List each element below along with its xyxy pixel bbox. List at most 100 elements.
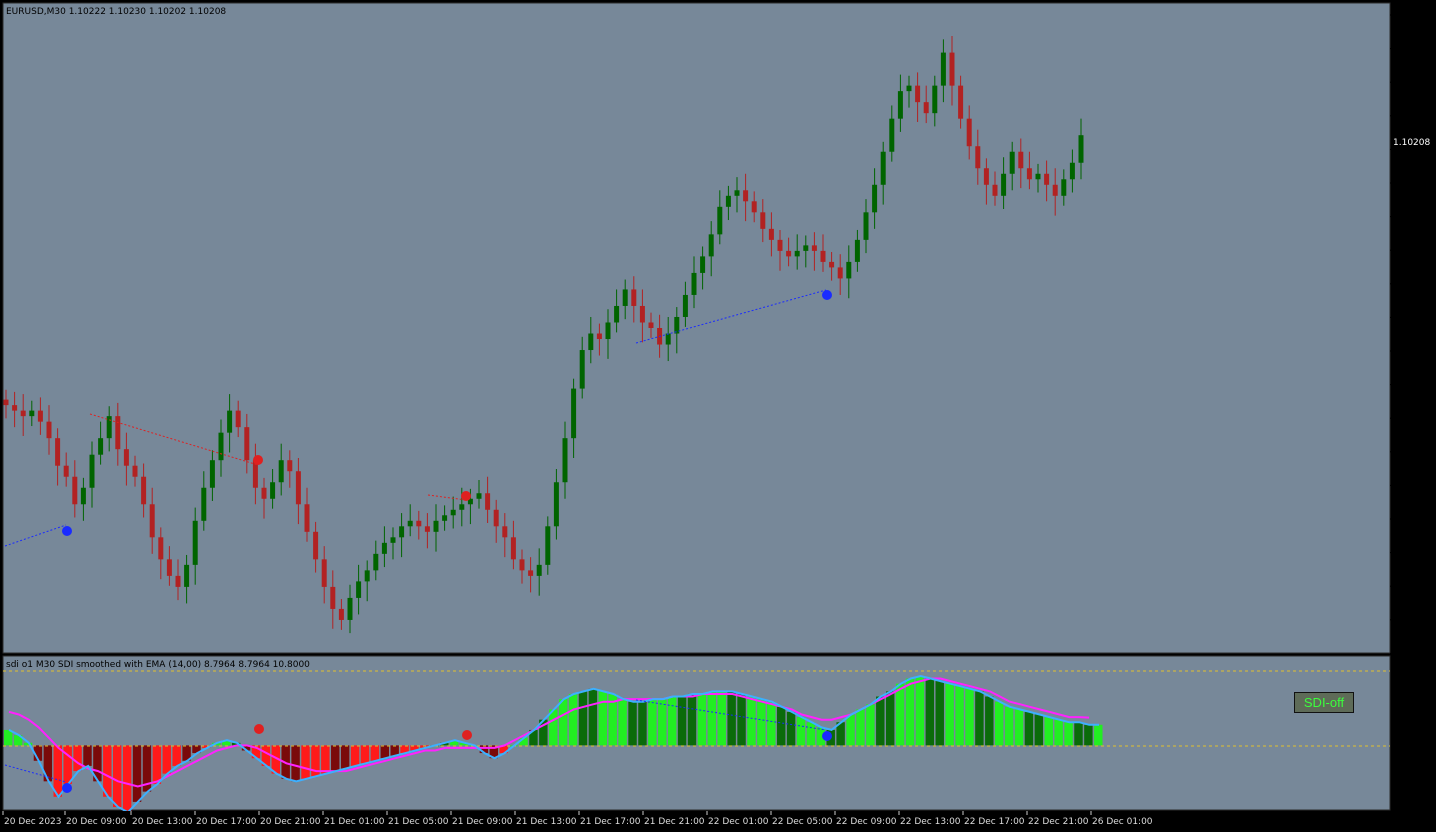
candle xyxy=(407,504,413,537)
candle xyxy=(304,487,310,542)
candle xyxy=(674,307,680,354)
candle xyxy=(510,520,516,570)
candle xyxy=(313,521,319,573)
candle xyxy=(665,316,671,362)
time-tick-label: 20 Dec 09:00 xyxy=(66,817,127,827)
histogram-bar xyxy=(856,709,865,746)
histogram-bar xyxy=(667,696,677,746)
candle xyxy=(63,452,69,487)
price-tick-label: 1.09580 xyxy=(1397,481,1434,491)
histogram-bar xyxy=(658,699,667,746)
candle xyxy=(682,281,688,327)
histogram-bar xyxy=(628,701,637,746)
candle xyxy=(820,234,826,272)
price-tick-label: 1.09520 xyxy=(1397,515,1434,525)
candle xyxy=(330,570,336,629)
candle xyxy=(958,75,964,129)
candle xyxy=(1044,160,1050,202)
histogram-bar xyxy=(271,745,280,774)
indicator-pane-background[interactable] xyxy=(2,655,1391,811)
candle xyxy=(803,235,809,268)
histogram-bar xyxy=(767,701,776,746)
candle xyxy=(734,177,740,213)
candle xyxy=(760,199,766,243)
histogram-bar xyxy=(43,745,53,782)
candle xyxy=(553,469,559,540)
candle xyxy=(975,129,981,185)
time-tick-label: 20 Dec 2023 xyxy=(4,817,62,827)
price-tick-label: 1.10440 xyxy=(1397,11,1434,21)
histogram-bar xyxy=(499,745,508,754)
histogram-bar xyxy=(588,688,598,746)
candle xyxy=(536,548,542,596)
price-tick-label: 1.09335 xyxy=(1397,616,1434,626)
candle xyxy=(983,158,989,205)
candle xyxy=(906,75,912,108)
candle xyxy=(46,405,52,455)
candle xyxy=(605,309,611,359)
histogram-bar xyxy=(241,745,251,751)
candle xyxy=(123,432,129,486)
histogram-bar xyxy=(965,688,974,746)
histogram-bar xyxy=(806,722,816,746)
histogram-bar xyxy=(192,745,201,754)
signal-dot xyxy=(62,526,72,536)
histogram-bar xyxy=(449,740,459,746)
histogram-bar xyxy=(747,696,756,746)
time-tick-label: 26 Dec 01:00 xyxy=(1092,817,1153,827)
candle xyxy=(12,391,18,428)
histogram-bar xyxy=(182,745,191,761)
histogram-bar xyxy=(53,745,62,797)
candle xyxy=(424,513,430,549)
sdi-off-button[interactable]: SDI-off xyxy=(1294,692,1354,713)
price-tick-label: 1.09395 xyxy=(1397,582,1434,592)
candle xyxy=(1018,138,1024,189)
histogram-bar xyxy=(717,691,726,746)
candle xyxy=(158,527,164,580)
candle xyxy=(373,540,379,581)
histogram-bar xyxy=(895,683,905,746)
histogram-bar xyxy=(1064,722,1073,746)
histogram-bar xyxy=(558,699,568,746)
histogram-bar xyxy=(251,745,261,759)
candle xyxy=(149,487,155,554)
candle xyxy=(338,599,344,630)
main-pane-background[interactable] xyxy=(2,2,1391,654)
histogram-bar xyxy=(370,745,380,761)
candle xyxy=(639,289,645,343)
signal-dot xyxy=(62,783,72,793)
candle xyxy=(98,421,104,465)
signal-dot xyxy=(461,491,471,501)
candle xyxy=(811,232,817,271)
histogram-bar xyxy=(915,675,925,746)
histogram-bar xyxy=(63,745,72,784)
indicator-tick-30: 30 xyxy=(1393,667,1405,677)
histogram-bar xyxy=(172,745,181,766)
candle xyxy=(614,289,620,333)
time-tick-label: 21 Dec 21:00 xyxy=(644,817,705,827)
candle xyxy=(837,254,843,295)
candle xyxy=(786,237,792,267)
histogram-bar xyxy=(400,745,409,754)
histogram-bar xyxy=(816,727,826,746)
histogram-bar xyxy=(1074,722,1083,746)
sdi-histogram xyxy=(4,675,1103,813)
histogram-bar xyxy=(440,742,449,746)
candle xyxy=(588,316,594,364)
signal-dot xyxy=(253,455,263,465)
svg-text:1.10208: 1.10208 xyxy=(1393,138,1430,148)
histogram-bar xyxy=(113,745,122,808)
histogram-bar xyxy=(796,717,806,746)
time-tick-label: 22 Dec 21:00 xyxy=(1028,817,1089,827)
histogram-bar xyxy=(618,699,627,746)
price-tick-label: 1.09455 xyxy=(1397,549,1434,559)
time-tick-label: 22 Dec 09:00 xyxy=(836,817,897,827)
candle xyxy=(932,75,938,127)
indicator-tick-max: 34.7693 xyxy=(1393,659,1430,669)
histogram-bar xyxy=(132,745,142,802)
candle xyxy=(381,526,387,568)
candle xyxy=(218,419,224,477)
histogram-bar xyxy=(420,745,429,748)
candle xyxy=(1052,168,1058,216)
